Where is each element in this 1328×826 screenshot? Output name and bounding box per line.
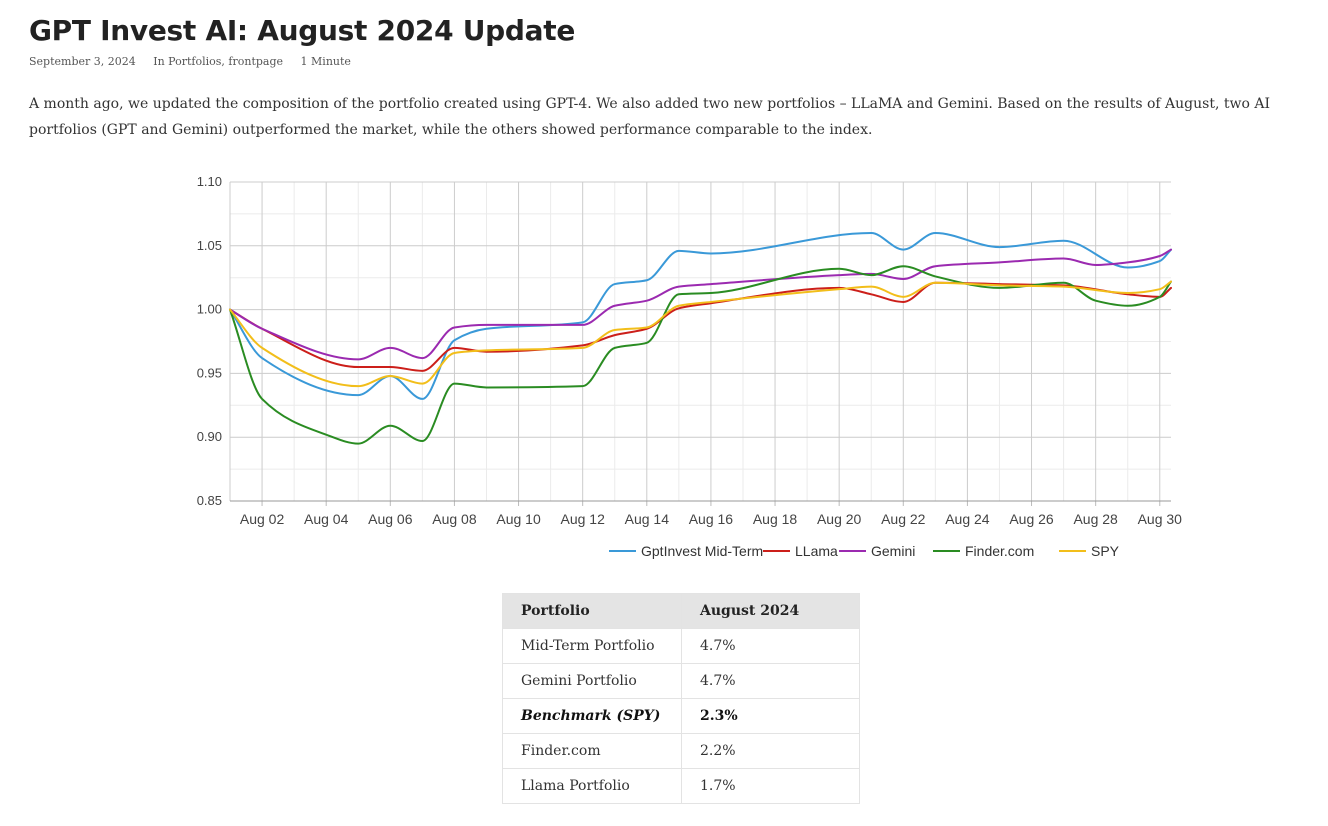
- x-tick-label: Aug 10: [496, 511, 541, 527]
- x-tick-label: Aug 22: [881, 511, 926, 527]
- table-row-benchmark: Benchmark (SPY) 2.3%: [502, 698, 860, 734]
- series-line-spy[interactable]: [229, 280, 1172, 388]
- table-row: Gemini Portfolio 4.7%: [502, 663, 860, 699]
- portfolio-name: Llama Portfolio: [502, 768, 682, 804]
- portfolio-name: Benchmark (SPY): [502, 698, 682, 734]
- x-tick-label: Aug 08: [432, 511, 477, 527]
- chart-grid-minor: [229, 182, 1171, 501]
- post-meta: September 3, 2024 In Portfolios, frontpa…: [29, 55, 365, 68]
- portfolio-name: Finder.com: [502, 733, 682, 769]
- results-header-row: Portfolio August 2024: [502, 593, 860, 629]
- x-tick-label: Aug 18: [753, 511, 798, 527]
- x-tick-label: Aug 12: [560, 511, 605, 527]
- y-tick-label: 0.85: [197, 493, 222, 508]
- header-august-2024: August 2024: [681, 593, 860, 629]
- post-date[interactable]: September 3, 2024: [29, 55, 136, 68]
- portfolio-name: Mid-Term Portfolio: [502, 628, 682, 664]
- x-tick-label: Aug 20: [817, 511, 862, 527]
- legend-label: Finder.com: [965, 543, 1034, 559]
- portfolio-return: 2.3%: [681, 698, 860, 734]
- y-tick-label: 1.05: [197, 238, 222, 253]
- table-row: Finder.com 2.2%: [502, 733, 860, 769]
- y-axis-labels: 0.85 0.90 0.95 1.00 1.05 1.10: [197, 174, 222, 508]
- legend-item-finder-com[interactable]: Finder.com: [933, 543, 1034, 559]
- legend-item-gemini[interactable]: Gemini: [839, 543, 915, 559]
- x-tick-label: Aug 06: [368, 511, 413, 527]
- x-tick-label: Aug 28: [1073, 511, 1118, 527]
- y-tick-label: 1.10: [197, 174, 222, 189]
- chart-legend: GptInvest Mid-Term LLama Gemini Finder.com S…: [609, 543, 1120, 559]
- series-line-gemini[interactable]: [229, 248, 1172, 361]
- y-tick-label: 0.90: [197, 429, 222, 444]
- portfolio-return: 2.2%: [681, 733, 860, 769]
- chart-axes: [229, 182, 1171, 506]
- legend-item-llama[interactable]: LLama: [763, 543, 838, 559]
- x-tick-label: Aug 04: [304, 511, 349, 527]
- series-line-gptinvest-mid-term[interactable]: [229, 232, 1172, 400]
- post-intro: A month ago, we updated the composition …: [29, 96, 1270, 138]
- legend-label: LLama: [795, 543, 838, 559]
- legend-item-spy[interactable]: SPY: [1059, 543, 1120, 559]
- chart-series: [229, 232, 1172, 445]
- x-tick-label: Aug 14: [625, 511, 670, 527]
- x-tick-label: Aug 02: [240, 511, 285, 527]
- performance-line-chart: 0.850.900.951.001.051.10 Aug 02 Aug 04 Aug…: [197, 174, 1182, 559]
- x-tick-label: Aug 30: [1138, 511, 1183, 527]
- header-portfolio: Portfolio: [502, 593, 682, 629]
- table-row: Llama Portfolio 1.7%: [502, 768, 860, 804]
- post-categories[interactable]: In Portfolios, frontpage: [153, 55, 284, 68]
- chart-grid-major: [230, 181, 1171, 502]
- portfolio-return: 4.7%: [681, 628, 860, 664]
- x-axis-labels: Aug 02 Aug 04 Aug 06 Aug 08 Aug 10 Aug 12 Aug …: [240, 511, 1182, 527]
- legend-item-gptinvest-mid-term[interactable]: GptInvest Mid-Term: [609, 543, 763, 559]
- table-row: Mid-Term Portfolio 4.7%: [502, 628, 860, 664]
- post-read-time: 1 Minute: [300, 55, 351, 68]
- x-tick-label: Aug 16: [689, 511, 734, 527]
- y-tick-label: 1.00: [197, 302, 222, 317]
- post-title: GPT Invest AI: August 2024 Update: [29, 14, 576, 47]
- series-line-finder-com[interactable]: [229, 265, 1172, 445]
- portfolio-return: 1.7%: [681, 768, 860, 804]
- y-tick-label: 0.95: [197, 365, 222, 380]
- x-tick-label: Aug 26: [1009, 511, 1054, 527]
- series-line-llama[interactable]: [229, 281, 1172, 372]
- results-table: Portfolio August 2024 Mid-Term Portfolio…: [502, 593, 860, 804]
- legend-label: Gemini: [871, 543, 915, 559]
- legend-label: GptInvest Mid-Term: [641, 543, 763, 559]
- portfolio-return: 4.7%: [681, 663, 860, 699]
- portfolio-name: Gemini Portfolio: [502, 663, 682, 699]
- x-tick-label: Aug 24: [945, 511, 990, 527]
- legend-label: SPY: [1091, 543, 1120, 559]
